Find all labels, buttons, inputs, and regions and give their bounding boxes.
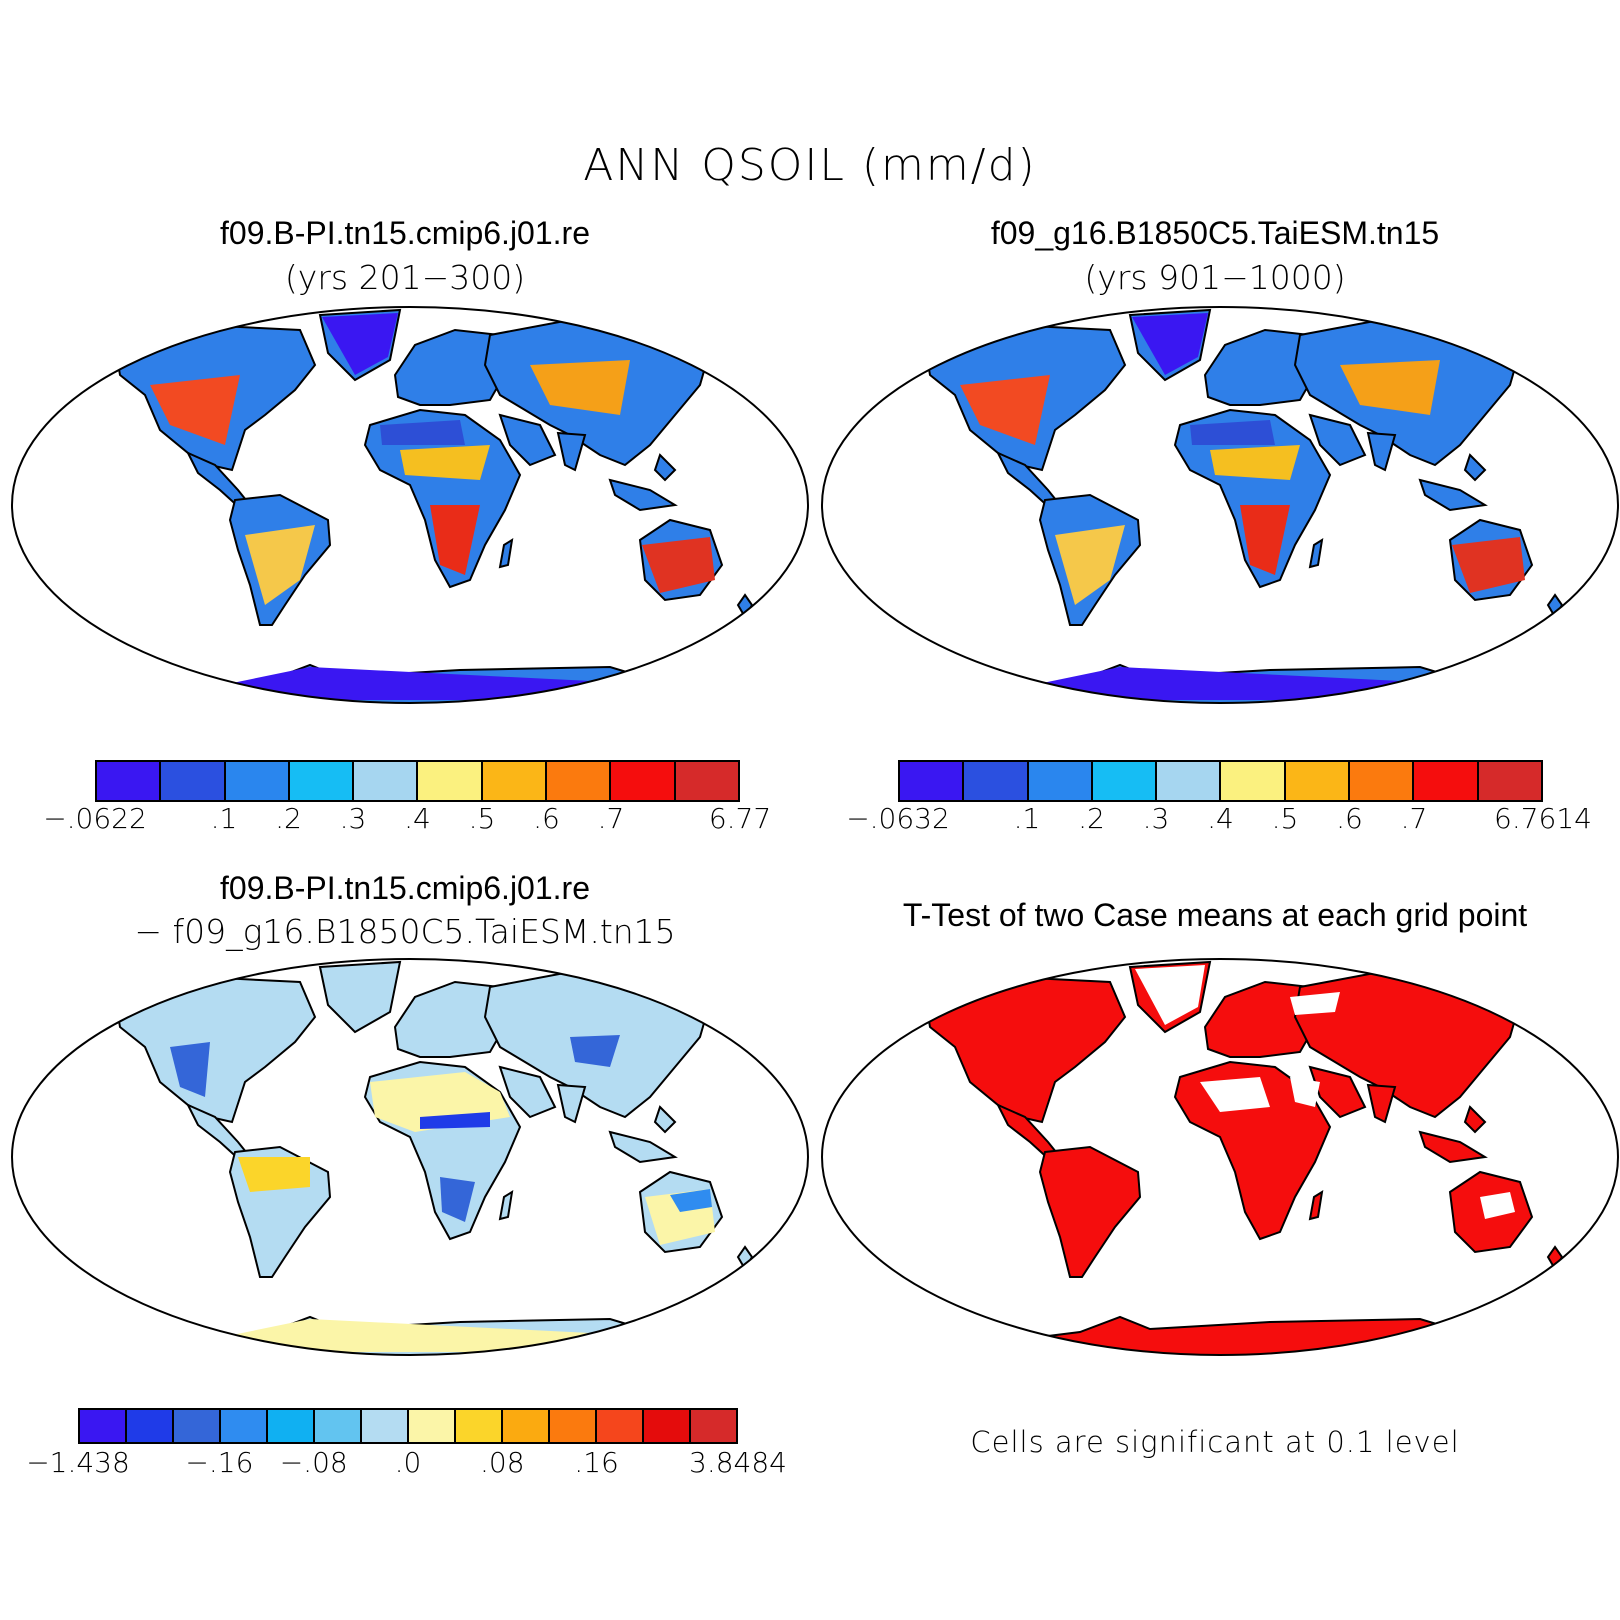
colorbar-tick-label: 6.77	[708, 802, 772, 835]
colorbar-cell	[1092, 762, 1158, 800]
colorbar-cell	[1157, 762, 1222, 800]
case2-map	[821, 306, 1619, 704]
colorbar-tick-label: −.0632	[846, 802, 950, 835]
colorbar-cell	[97, 762, 162, 800]
colorbar-cell	[691, 1410, 736, 1442]
colorbar-cell	[1414, 762, 1479, 800]
colorbar-cell	[611, 762, 676, 800]
colorbar-cell	[1028, 762, 1093, 800]
colorbar-tick-label: .1	[210, 802, 238, 835]
colorbar-tick-label: .5	[1271, 802, 1299, 835]
colorbar-cell	[80, 1410, 127, 1442]
colorbar-cell	[597, 1410, 644, 1442]
colorbar-cell	[268, 1410, 315, 1442]
colorbar-cell	[550, 1410, 597, 1442]
colorbar-cell	[221, 1410, 268, 1442]
ttest-note: Cells are significant at 0.1 level	[970, 1425, 1460, 1459]
colorbar-tick-label: .7	[597, 802, 625, 835]
case2-title: f09_g16.B1850C5.TaiESM.tn15	[990, 215, 1440, 251]
case1-title: f09.B-PI.tn15.cmip6.j01.re	[220, 215, 590, 251]
diff-subtitle: − f09_g16.B1850C5.TaiESM.tn15	[134, 912, 676, 951]
colorbar-tick-label: .3	[339, 802, 367, 835]
colorbar-cell	[1350, 762, 1415, 800]
colorbar-cell	[675, 762, 738, 800]
colorbar-tick-label: −.16	[185, 1446, 254, 1479]
colorbar-cell	[1221, 762, 1286, 800]
colorbar-tick-label: .3	[1142, 802, 1170, 835]
colorbar-cell	[127, 1410, 174, 1442]
colorbar-tick-label: .6	[1336, 802, 1363, 835]
colorbar-tick-label: −.08	[279, 1446, 348, 1479]
colorbar-tick-label: .5	[468, 802, 496, 835]
colorbar-tick-label: 3.8484	[689, 1446, 787, 1479]
colorbar-cell	[161, 762, 226, 800]
colorbar-tick-label: .7	[1400, 802, 1428, 835]
colorbar-tick-label: .08	[480, 1446, 525, 1479]
colorbar-tick-label: .6	[533, 802, 560, 835]
case1-colorbar	[95, 760, 740, 802]
colorbar-cell	[503, 1410, 550, 1442]
diff-map	[11, 958, 809, 1356]
ttest-title: T-Test of two Case means at each grid po…	[902, 897, 1528, 933]
colorbar-tick-label: .0	[394, 1446, 422, 1479]
colorbar-tick-label: .2	[275, 802, 302, 835]
case1-subtitle: (yrs 201−300)	[284, 258, 526, 297]
colorbar-cell	[964, 762, 1029, 800]
colorbar-cell	[1478, 762, 1541, 800]
colorbar-cell	[547, 762, 612, 800]
figure-title: ANN QSOIL (mm/d)	[583, 140, 1037, 191]
colorbar-cell	[409, 1410, 456, 1442]
case2-subtitle: (yrs 901−1000)	[1084, 258, 1346, 297]
colorbar-tick-label: .2	[1078, 802, 1105, 835]
colorbar-cell	[456, 1410, 503, 1442]
case1-colorbar-ticks: −.0622 .1 .2 .3 .4 .5 .6 .7 6.77	[43, 802, 771, 842]
colorbar-cell	[1285, 762, 1351, 800]
diff-colorbar-ticks: −1.438 −.16 −.08 .0 .08 .16 3.8484	[26, 1446, 787, 1486]
case2-colorbar-ticks: −.0632 .1 .2 .3 .4 .5 .6 .7 6.7614	[846, 802, 1592, 842]
colorbar-tick-label: .1	[1013, 802, 1041, 835]
colorbar-tick-label: −.0622	[43, 802, 147, 835]
colorbar-cell	[315, 1410, 362, 1442]
colorbar-cell	[289, 762, 355, 800]
colorbar-cell	[362, 1410, 409, 1442]
colorbar-tick-label: .4	[404, 802, 431, 835]
diff-colorbar	[78, 1408, 738, 1444]
ttest-map	[821, 958, 1619, 1356]
colorbar-tick-label: −1.438	[26, 1446, 130, 1479]
case1-map	[11, 306, 809, 704]
colorbar-cell	[644, 1410, 691, 1442]
colorbar-tick-label: .4	[1207, 802, 1234, 835]
diff-title: f09.B-PI.tn15.cmip6.j01.re	[220, 870, 590, 906]
colorbar-cell	[900, 762, 965, 800]
colorbar-cell	[418, 762, 483, 800]
colorbar-cell	[174, 1410, 221, 1442]
colorbar-cell	[482, 762, 548, 800]
colorbar-cell	[354, 762, 419, 800]
case2-colorbar	[898, 760, 1543, 802]
colorbar-cell	[225, 762, 290, 800]
colorbar-tick-label: 6.7614	[1494, 802, 1592, 835]
colorbar-tick-label: .16	[574, 1446, 619, 1479]
